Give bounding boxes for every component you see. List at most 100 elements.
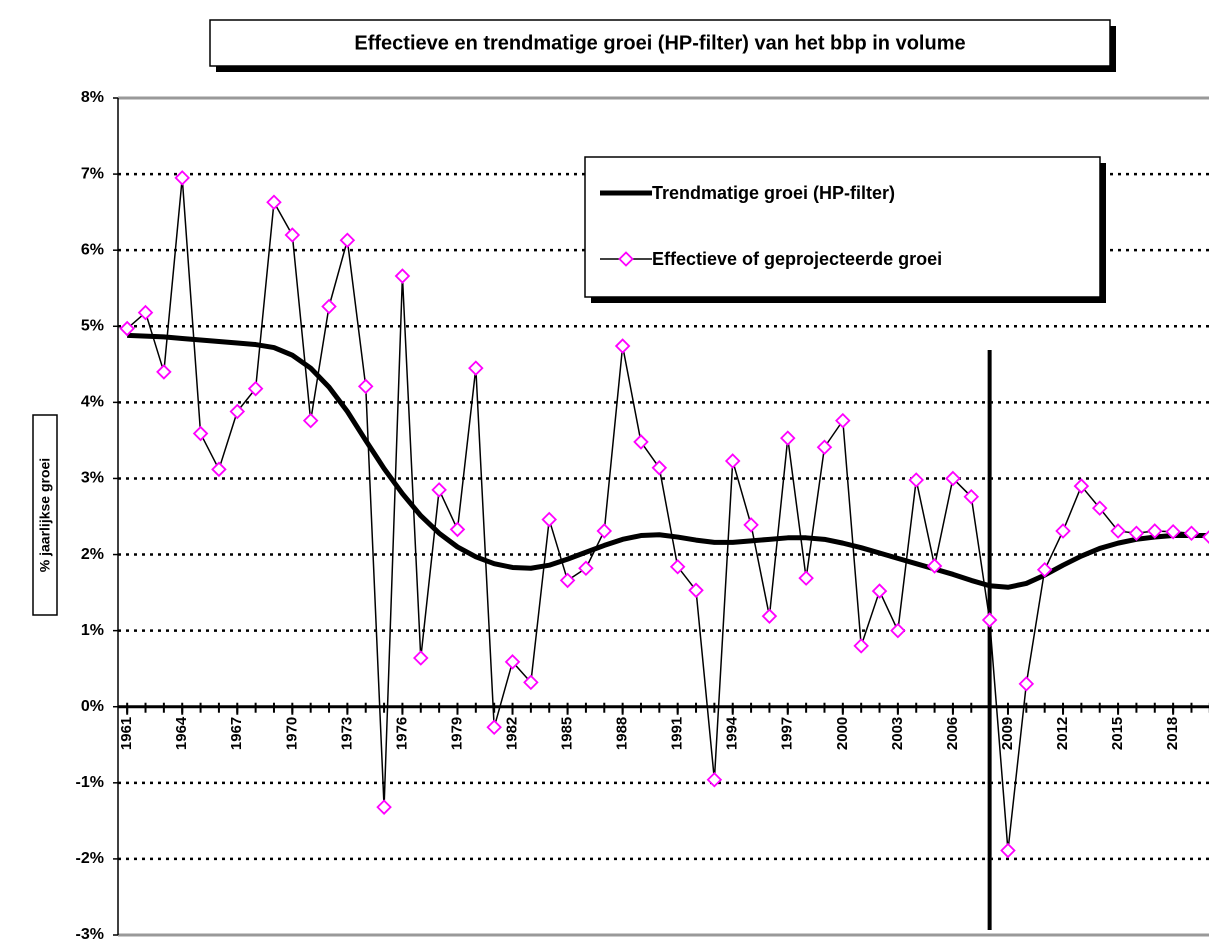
marker xyxy=(1128,525,1145,542)
x-tick-label: 1988 xyxy=(614,717,631,750)
y-tick-label: 3% xyxy=(81,470,104,487)
marker xyxy=(523,674,539,691)
marker xyxy=(284,227,301,243)
marker xyxy=(835,412,851,429)
effective-line xyxy=(126,177,1209,852)
marker xyxy=(486,719,502,736)
marker xyxy=(137,304,154,321)
marker xyxy=(431,482,447,498)
marker xyxy=(247,380,264,397)
marker xyxy=(394,268,411,284)
title-box xyxy=(209,19,1111,67)
marker xyxy=(504,654,521,670)
x-tick-label: 1976 xyxy=(393,717,410,750)
x-tick-label: 2015 xyxy=(1109,717,1126,750)
marker xyxy=(853,638,869,654)
marker xyxy=(578,560,594,577)
legend-marker xyxy=(618,251,634,267)
x-tick-label: 2003 xyxy=(889,717,906,750)
marker xyxy=(908,472,924,488)
marker xyxy=(1091,500,1108,516)
y-label-box xyxy=(32,414,58,616)
marker xyxy=(743,517,759,533)
marker xyxy=(890,622,906,639)
x-tick-label: 1964 xyxy=(173,716,190,750)
x-tick-label: 1961 xyxy=(118,717,135,750)
marker xyxy=(688,582,704,599)
y-tick-label: 0% xyxy=(81,698,104,715)
marker xyxy=(780,430,796,446)
marker xyxy=(1202,530,1209,544)
legend-box xyxy=(584,156,1101,298)
marker xyxy=(229,403,246,420)
marker xyxy=(468,360,484,376)
marker xyxy=(596,523,613,539)
y-tick-label: 6% xyxy=(81,241,104,258)
marker xyxy=(413,650,429,666)
marker xyxy=(963,488,980,505)
x-tick-label: 1979 xyxy=(448,717,465,750)
marker xyxy=(559,572,576,589)
marker xyxy=(614,338,631,354)
x-tick-label: 1991 xyxy=(669,717,686,750)
marker xyxy=(651,460,668,476)
x-tick-label: 2000 xyxy=(834,717,851,750)
x-tick-label: 2018 xyxy=(1164,717,1181,750)
x-tick-label: 1985 xyxy=(559,717,576,750)
y-tick-label: 5% xyxy=(81,317,104,334)
legend-label: Trendmatige groei (HP-filter) xyxy=(652,183,895,203)
marker xyxy=(1147,523,1163,539)
marker xyxy=(174,170,190,186)
marker xyxy=(1000,842,1016,859)
marker xyxy=(724,453,741,469)
y-tick-label: 4% xyxy=(81,394,104,411)
marker xyxy=(211,461,227,478)
y-tick-label: 2% xyxy=(81,546,104,563)
marker xyxy=(706,772,723,788)
marker xyxy=(156,364,172,380)
y-tick-label: -3% xyxy=(76,926,104,943)
marker xyxy=(357,378,374,395)
marker xyxy=(119,320,135,337)
marker xyxy=(1183,525,1200,542)
marker xyxy=(1018,676,1035,692)
x-tick-label: 2009 xyxy=(999,717,1016,750)
marker xyxy=(1165,523,1181,540)
x-tick-label: 1970 xyxy=(283,717,300,750)
legend-label: Effectieve of geprojecteerde groei xyxy=(652,249,942,269)
x-tick-label: 1997 xyxy=(779,717,796,750)
marker xyxy=(321,298,337,315)
x-tick-label: 2012 xyxy=(1054,717,1071,750)
marker xyxy=(449,521,466,538)
y-tick-label: 1% xyxy=(81,622,104,639)
marker xyxy=(669,558,686,575)
marker xyxy=(192,425,209,442)
marker xyxy=(816,439,833,456)
x-tick-label: 2006 xyxy=(944,717,961,750)
chart-title: Effectieve en trendmatige groei (HP-filt… xyxy=(354,32,965,54)
marker xyxy=(266,194,282,211)
marker xyxy=(633,434,649,450)
marker xyxy=(798,570,814,586)
marker xyxy=(945,470,961,487)
marker xyxy=(761,608,778,624)
marker xyxy=(339,232,356,249)
marker xyxy=(302,412,319,429)
y-axis-label: % jaarlijkse groei xyxy=(37,458,53,572)
marker xyxy=(541,511,557,528)
x-tick-label: 1982 xyxy=(503,717,520,750)
marker xyxy=(981,612,998,628)
y-label-group: % jaarlijkse groei xyxy=(32,414,58,616)
y-tick-label: -1% xyxy=(76,774,104,791)
y-tick-label: -2% xyxy=(76,850,104,867)
x-tick-label: 1973 xyxy=(338,717,355,750)
marker xyxy=(926,558,943,574)
y-tick-label: 7% xyxy=(81,165,104,182)
marker xyxy=(1073,478,1090,494)
marker xyxy=(1055,523,1071,539)
x-tick-label: 1967 xyxy=(228,717,245,750)
trend-line xyxy=(127,332,1209,590)
marker xyxy=(871,583,888,599)
marker xyxy=(376,799,392,815)
